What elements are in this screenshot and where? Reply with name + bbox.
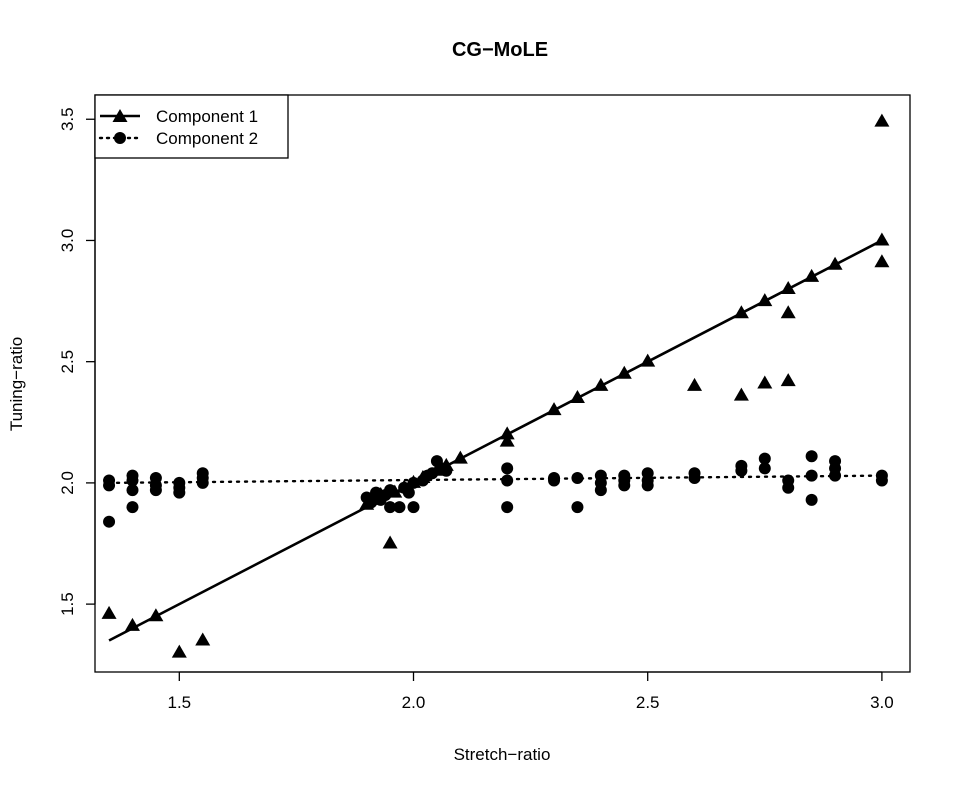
data-point-component-2 <box>393 501 406 514</box>
data-point-component-2 <box>126 501 139 514</box>
data-point-component-1 <box>827 256 843 270</box>
data-point-component-2 <box>758 452 771 465</box>
y-tick-label: 2.5 <box>58 350 77 374</box>
x-tick-label: 3.0 <box>870 693 894 712</box>
data-point-component-2 <box>384 484 397 497</box>
data-point-component-1 <box>780 373 796 387</box>
legend-label-component-1: Component 1 <box>156 107 258 126</box>
data-point-component-1 <box>124 617 140 631</box>
data-point-component-1 <box>780 305 796 319</box>
x-axis-title: Stretch−ratio <box>454 745 551 764</box>
data-point-component-2 <box>196 476 209 489</box>
data-point-component-2 <box>641 479 654 492</box>
data-point-component-2 <box>384 501 397 514</box>
data-point-component-2 <box>805 493 818 506</box>
legend-box <box>94 94 289 159</box>
data-point-component-2 <box>782 481 795 494</box>
data-point-component-2 <box>548 474 561 487</box>
data-point-component-2 <box>571 501 584 514</box>
legend: Component 1 Component 2 <box>94 94 289 159</box>
data-point-component-1 <box>757 375 773 389</box>
x-axis: 1.5 2.0 2.5 3.0 <box>167 671 894 712</box>
data-point-component-1 <box>101 605 117 619</box>
data-point-component-1 <box>733 387 749 401</box>
data-point-component-2 <box>407 501 420 514</box>
data-point-component-1 <box>640 353 656 367</box>
data-point-component-2 <box>103 479 116 492</box>
data-point-component-1 <box>593 377 609 391</box>
data-point-component-1 <box>499 426 515 440</box>
fit-line-component-2 <box>107 474 884 485</box>
data-point-component-1 <box>195 632 211 646</box>
data-point-component-1 <box>874 232 890 246</box>
legend-label-component-2: Component 2 <box>156 129 258 148</box>
data-point-component-1 <box>733 305 749 319</box>
data-point-component-2 <box>440 464 453 477</box>
legend-marker-component-1 <box>112 109 128 122</box>
series-layer <box>101 113 890 658</box>
chart-title: CG−MoLE <box>452 39 548 61</box>
data-point-component-1 <box>757 293 773 307</box>
data-point-component-2 <box>407 476 420 489</box>
y-tick-label: 1.5 <box>58 592 77 616</box>
data-point-component-2 <box>758 462 771 475</box>
legend-marker-component-2 <box>114 132 126 144</box>
data-point-component-2 <box>829 469 842 482</box>
data-point-component-2 <box>735 464 748 477</box>
y-tick-label: 3.0 <box>58 229 77 253</box>
data-point-component-1 <box>546 402 562 416</box>
data-point-component-2 <box>501 474 514 487</box>
x-tick-label: 2.5 <box>636 693 660 712</box>
data-point-component-1 <box>874 254 890 268</box>
data-point-component-2 <box>103 515 116 528</box>
data-point-component-1 <box>569 390 585 404</box>
data-point-component-2 <box>173 486 186 499</box>
data-point-component-2 <box>126 484 139 497</box>
data-point-component-2 <box>688 472 701 485</box>
data-point-component-2 <box>365 496 378 509</box>
data-point-component-1 <box>874 113 890 127</box>
data-point-component-1 <box>780 280 796 294</box>
data-point-component-2 <box>126 474 139 487</box>
data-point-component-2 <box>875 474 888 487</box>
y-tick-label: 2.0 <box>58 471 77 495</box>
data-point-component-2 <box>426 467 439 480</box>
data-point-component-2 <box>501 462 514 475</box>
data-point-component-2 <box>805 450 818 463</box>
data-point-component-2 <box>618 479 631 492</box>
data-point-component-1 <box>804 268 820 282</box>
x-tick-label: 2.0 <box>402 693 426 712</box>
data-point-component-1 <box>499 433 515 447</box>
y-axis: 1.5 2.0 2.5 3.0 3.5 <box>58 107 96 616</box>
y-tick-label: 3.5 <box>58 107 77 131</box>
fit-line-component-1 <box>108 239 883 642</box>
data-point-component-1 <box>382 535 398 549</box>
data-point-component-2 <box>594 484 607 497</box>
data-point-component-1 <box>616 365 632 379</box>
y-axis-title: Tuning−ratio <box>7 337 26 431</box>
data-point-component-2 <box>571 472 584 485</box>
data-point-component-2 <box>501 501 514 514</box>
data-point-component-1 <box>452 450 468 464</box>
data-point-component-2 <box>805 469 818 482</box>
data-point-component-2 <box>402 486 415 499</box>
data-point-component-1 <box>171 644 187 658</box>
data-point-component-1 <box>148 608 164 622</box>
data-point-component-1 <box>687 377 703 391</box>
x-tick-label: 1.5 <box>167 693 191 712</box>
data-point-component-2 <box>149 484 162 497</box>
